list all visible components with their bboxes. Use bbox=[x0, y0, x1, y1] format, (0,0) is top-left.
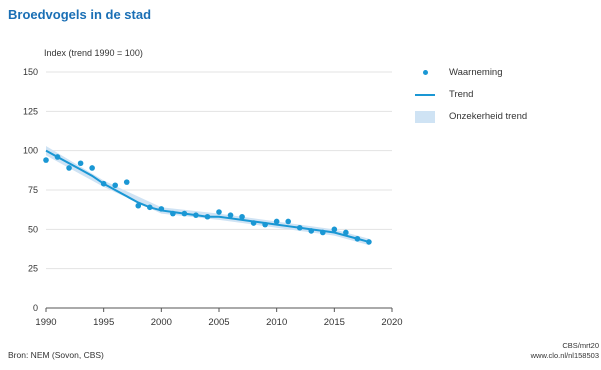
x-tick-label: 1995 bbox=[93, 317, 114, 328]
observation-point bbox=[343, 229, 349, 236]
observation-point bbox=[66, 165, 72, 171]
observation-point bbox=[320, 229, 326, 236]
x-tick-label: 2020 bbox=[381, 317, 402, 328]
observation-point bbox=[239, 213, 245, 220]
uncertainty-band bbox=[46, 145, 369, 246]
observation-point bbox=[273, 218, 280, 225]
x-tick-label: 2000 bbox=[151, 317, 172, 328]
chart-plot: 0 25 50 75 100 125 150 1990 1995 2000 2005 2010 2015… bbox=[23, 67, 403, 328]
y-tick-label: 0 bbox=[33, 303, 38, 313]
observation-point bbox=[308, 228, 315, 234]
y-tick-label: 75 bbox=[28, 185, 38, 195]
y-tick-label: 25 bbox=[28, 264, 38, 274]
observation-point bbox=[147, 204, 153, 211]
observation-point bbox=[366, 239, 372, 245]
observation-point bbox=[43, 157, 49, 163]
observation-point bbox=[227, 212, 234, 218]
observation-point bbox=[331, 226, 338, 233]
legend-label-trend: Trend bbox=[449, 89, 474, 100]
legend-band-marker bbox=[415, 110, 437, 124]
x-tick-label: 2005 bbox=[208, 317, 229, 328]
legend-dot-marker bbox=[415, 66, 437, 80]
y-tick-label: 50 bbox=[28, 224, 38, 234]
observation-point bbox=[250, 220, 257, 226]
observation-point bbox=[354, 235, 361, 242]
x-tick-label: 2010 bbox=[266, 317, 287, 328]
x-tick-label: 1990 bbox=[35, 317, 56, 328]
legend-line-marker bbox=[415, 88, 437, 102]
observation-point bbox=[123, 179, 130, 185]
observation-point bbox=[100, 180, 107, 187]
y-tick-label: 100 bbox=[23, 146, 38, 156]
observation-point bbox=[54, 154, 61, 160]
observation-point bbox=[285, 218, 292, 225]
observation-point bbox=[77, 160, 84, 167]
observation-point bbox=[170, 210, 176, 217]
observation-point bbox=[181, 210, 188, 217]
source-note: Bron: NEM (Sovon, CBS) bbox=[8, 350, 104, 360]
chart-title: Broedvogels in de stad bbox=[8, 7, 152, 22]
observation-point bbox=[158, 206, 165, 212]
credit-line-2: www.clo.nl/nl158503 bbox=[530, 351, 599, 360]
credit-note: CBS/mrt20 www.clo.nl/nl158503 bbox=[531, 341, 599, 361]
observation-point bbox=[262, 221, 268, 228]
observation-point bbox=[204, 213, 211, 220]
observation-point bbox=[296, 224, 303, 231]
legend-label-observation: Waarneming bbox=[449, 67, 503, 78]
observation-point bbox=[216, 209, 222, 215]
observation-point bbox=[193, 212, 199, 218]
observation-point bbox=[135, 202, 142, 209]
y-tick-label: 125 bbox=[23, 106, 38, 116]
legend-label-uncertainty: Onzekerheid trend bbox=[449, 111, 528, 122]
x-tick-label: 2015 bbox=[324, 317, 345, 328]
observation-point bbox=[89, 165, 95, 171]
observation-point bbox=[112, 182, 118, 189]
y-tick-label: 150 bbox=[23, 67, 38, 77]
credit-line-1: CBS/mrt20 bbox=[562, 341, 599, 350]
y-axis-label: Index (trend 1990 = 100) bbox=[44, 48, 143, 58]
